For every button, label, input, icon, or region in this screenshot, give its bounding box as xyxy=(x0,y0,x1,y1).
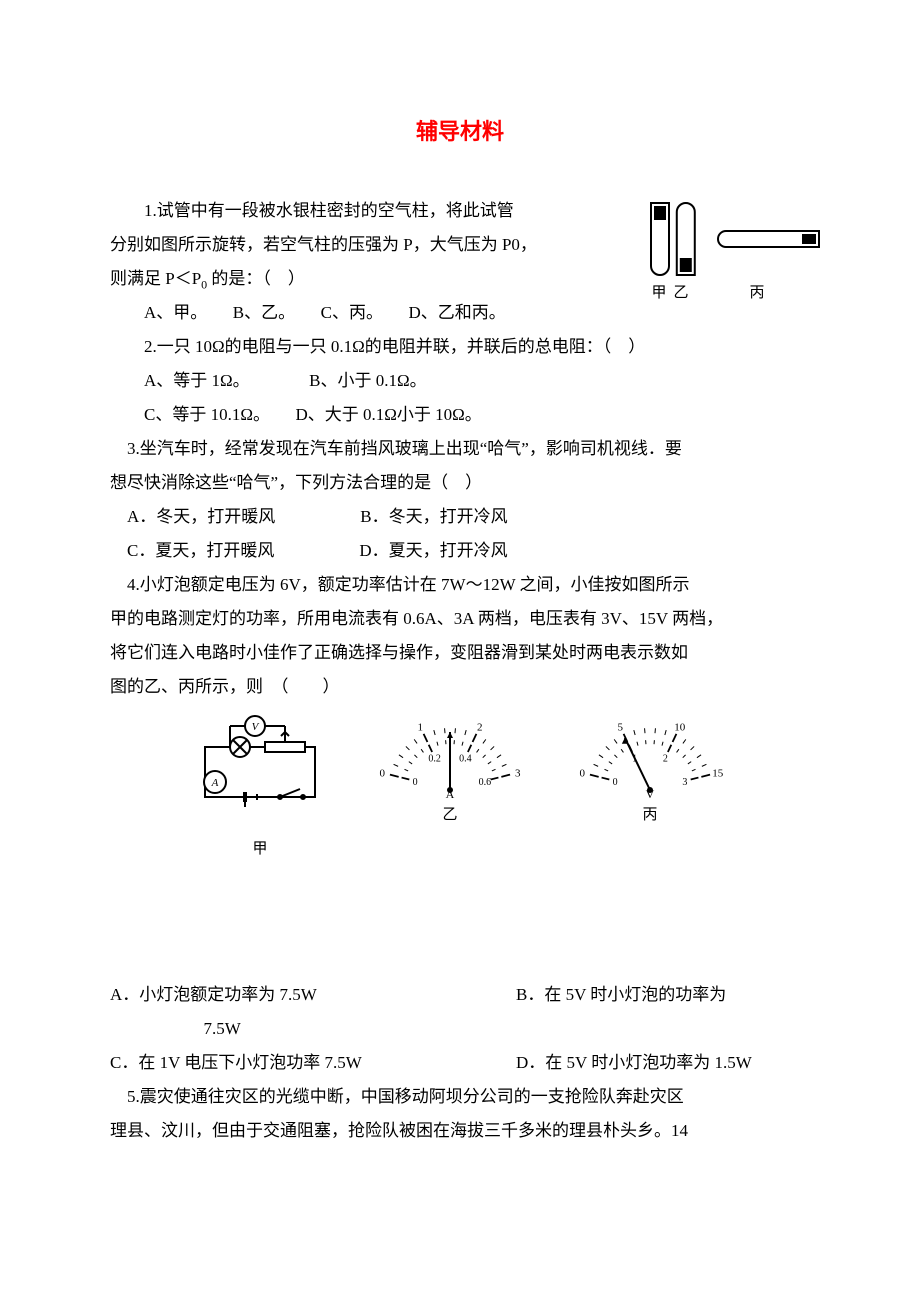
q3-line1: 3.坐汽车时，经常发现在汽车前挡风玻璃上出现“哈气”，影响司机视线．要 xyxy=(110,432,810,466)
q1-figure: 甲 乙 丙 xyxy=(650,198,820,308)
q2-stem: 2.一只 10Ω的电阻与一只 0.1Ω的电阻并联，并联后的总电阻：（ ） xyxy=(110,330,810,364)
q4-optD: D．在 5V 时小灯泡功率为 1.5W xyxy=(516,1046,810,1080)
q1-line3a: 则满足 P＜P xyxy=(110,269,201,288)
q4-label-jia: 甲 xyxy=(185,834,335,864)
q4-figures: A V 甲 0 1 2 3 0 0.2 0.4 0.6 A 乙 0 5 10 15 0 1 2 3 V 丙 xyxy=(110,712,810,864)
q1-line3: 则满足 P＜P0 的是：（ ） xyxy=(110,262,620,296)
svg-text:2: 2 xyxy=(663,754,668,765)
svg-text:0.4: 0.4 xyxy=(459,754,472,765)
svg-text:0: 0 xyxy=(379,768,385,780)
q2-row2: C、等于 10.1Ω。 D、大于 0.1Ω小于 10Ω。 xyxy=(110,398,810,432)
svg-text:1: 1 xyxy=(417,722,423,734)
q4-optB: B．在 5V 时小灯泡的功率为 xyxy=(516,978,810,1012)
label-bing: 丙 xyxy=(694,278,820,308)
svg-text:0.2: 0.2 xyxy=(428,754,441,765)
svg-text:2: 2 xyxy=(477,722,483,734)
ammeter-icon: 0 1 2 3 0 0.2 0.4 0.6 A xyxy=(365,712,535,800)
q3-line2: 想尽快消除这些“哈气”，下列方法合理的是（ ） xyxy=(110,466,810,500)
q3-row1: A．冬天，打开暖风 B．冬天，打开冷风 xyxy=(110,500,810,534)
question-1: 甲 乙 丙 1.试管中有一段被水银柱密封的空气柱，将此试管 分别如图所示旋转，若… xyxy=(110,194,810,330)
q5-line2: 理县、汶川，但由于交通阻塞，抢险队被困在海拔三千多米的理县朴头乡。14 xyxy=(110,1114,810,1148)
svg-text:3: 3 xyxy=(515,768,521,780)
q2-row1: A、等于 1Ω。 B、小于 0.1Ω。 xyxy=(110,364,810,398)
svg-text:0.6: 0.6 xyxy=(479,777,492,788)
q4-optC: C．在 1V 电压下小灯泡功率 7.5W xyxy=(110,1046,516,1080)
svg-text:10: 10 xyxy=(674,722,686,734)
q3-row2: C．夏天，打开暖风 D．夏天，打开冷风 xyxy=(110,534,810,568)
circuit-icon: A V xyxy=(185,712,335,822)
svg-text:A: A xyxy=(211,777,219,789)
q4-option-row-ab: A．小灯泡额定功率为 7.5W B．在 5V 时小灯泡的功率为 xyxy=(110,978,810,1012)
q4-line1: 4.小灯泡额定电压为 6V，额定功率估计在 7W～12W 之间，小佳按如图所示 xyxy=(110,568,810,602)
q4-line4: 图的乙、丙所示，则 （ ） xyxy=(110,670,810,704)
tube-yi xyxy=(676,202,696,276)
q1-line2: 分别如图所示旋转，若空气柱的压强为 P，大气压为 P0， xyxy=(110,228,620,262)
svg-text:0: 0 xyxy=(579,768,585,780)
q1-line3b: 的是：（ ） xyxy=(207,269,305,288)
tube-bing xyxy=(717,230,820,248)
q4-optA: A．小灯泡额定功率为 7.5W xyxy=(110,978,516,1012)
page-title: 辅导材料 xyxy=(110,110,810,154)
q4-fig-jia: A V 甲 xyxy=(185,712,335,864)
svg-text:15: 15 xyxy=(712,768,724,780)
q4-option-row-cd: C．在 1V 电压下小灯泡功率 7.5W D．在 5V 时小灯泡功率为 1.5W xyxy=(110,1046,810,1080)
q5-line1: 5.震灾使通往灾区的光缆中断，中国移动阿坝分公司的一支抢险队奔赴灾区 xyxy=(110,1080,810,1114)
svg-text:A: A xyxy=(446,787,455,800)
svg-text:V: V xyxy=(646,787,655,800)
q4-optB-cont: 7.5W xyxy=(110,1012,810,1046)
tube-jia xyxy=(650,202,670,276)
q4-line3: 将它们连入电路时小佳作了正确选择与操作，变阻器滑到某处时两电表示数如 xyxy=(110,636,810,670)
q4-label-bing: 丙 xyxy=(565,800,735,830)
svg-text:0: 0 xyxy=(613,777,618,788)
q4-line2: 甲的电路测定灯的功率，所用电流表有 0.6A、3A 两档，电压表有 3V、15V… xyxy=(110,602,810,636)
label-jia: 甲 xyxy=(650,278,668,308)
q1-figure-labels: 甲 乙 丙 xyxy=(650,278,820,308)
q1-line1: 1.试管中有一段被水银柱密封的空气柱，将此试管 xyxy=(110,194,620,228)
q4-fig-bing: 0510150123V 丙 xyxy=(565,712,735,864)
svg-text:3: 3 xyxy=(682,777,687,788)
voltmeter-icon: 0510150123V xyxy=(565,712,735,800)
svg-text:5: 5 xyxy=(617,722,623,734)
label-yi: 乙 xyxy=(672,278,690,308)
q4-fig-yi: 0 1 2 3 0 0.2 0.4 0.6 A 乙 xyxy=(365,712,535,864)
svg-text:0: 0 xyxy=(413,777,418,788)
q4-label-yi: 乙 xyxy=(365,800,535,830)
